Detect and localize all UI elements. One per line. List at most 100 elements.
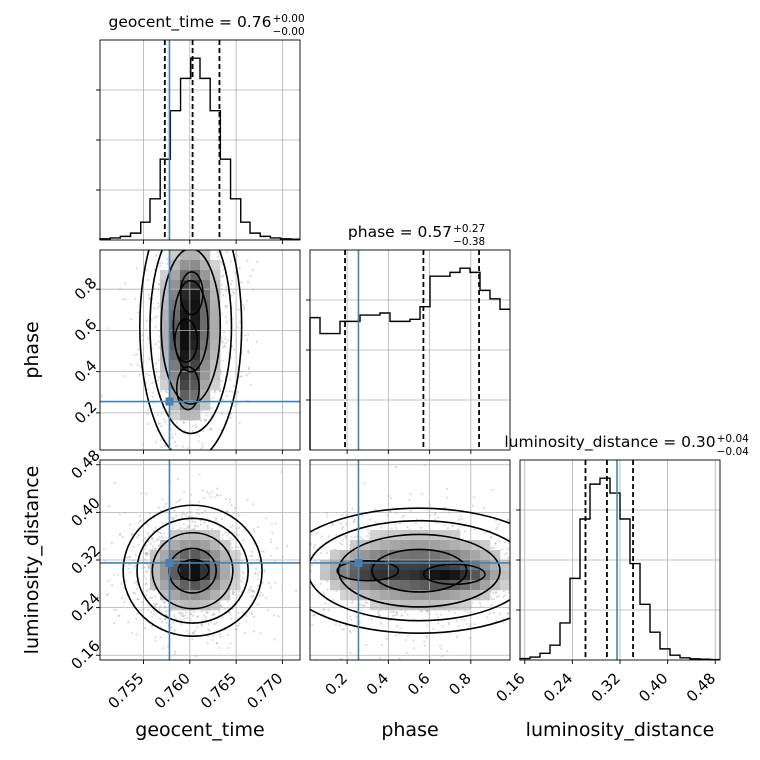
- sample-point: [224, 531, 227, 534]
- density-bin: [180, 390, 191, 401]
- density-bin: [400, 600, 411, 611]
- sample-point: [247, 366, 250, 369]
- sample-point: [183, 244, 185, 246]
- sample-point: [479, 602, 482, 605]
- sample-point: [538, 563, 540, 565]
- sample-point: [262, 617, 264, 619]
- density-bin: [190, 290, 201, 301]
- density-bin: [220, 570, 231, 581]
- sample-point: [288, 525, 290, 527]
- sample-point: [206, 642, 209, 645]
- density-bin: [210, 360, 221, 371]
- sample-point: [193, 481, 195, 483]
- density-bin: [210, 370, 221, 381]
- density-bin: [190, 370, 201, 381]
- sample-point: [175, 515, 178, 518]
- sample-point: [531, 625, 533, 627]
- density-bin: [230, 550, 241, 561]
- sample-point: [549, 524, 551, 526]
- sample-point: [213, 194, 215, 196]
- sample-point: [146, 569, 149, 572]
- sample-point: [233, 507, 236, 510]
- sample-point: [319, 551, 322, 555]
- sample-point: [151, 381, 154, 385]
- sample-point: [269, 541, 272, 544]
- density-bin: [410, 570, 421, 581]
- sample-point: [146, 523, 149, 526]
- sample-point: [322, 608, 325, 611]
- sample-point: [156, 306, 159, 309]
- sample-point: [216, 493, 219, 496]
- sample-point: [176, 421, 179, 424]
- contour-level: [149, 250, 233, 435]
- sample-point: [160, 203, 162, 205]
- density-bin: [190, 310, 201, 321]
- sample-point: [182, 523, 185, 526]
- sample-point: [157, 282, 160, 285]
- sample-point: [272, 614, 276, 617]
- sample-point: [195, 242, 197, 244]
- contours-phase-luminosity_distance: [310, 507, 510, 634]
- sample-point: [153, 605, 156, 608]
- x-tick-label-luminosity_distance: 0.16: [492, 669, 528, 705]
- density-bin: [170, 560, 181, 571]
- sample-point: [395, 614, 398, 617]
- sample-point: [121, 536, 124, 539]
- density-bin: [200, 540, 211, 551]
- sample-point: [159, 262, 162, 265]
- sample-point: [232, 207, 234, 209]
- sample-point: [158, 531, 161, 534]
- contour-level: [310, 519, 510, 622]
- sample-point: [243, 529, 246, 532]
- density-bin: [210, 260, 221, 271]
- sample-point: [232, 590, 235, 594]
- sample-point: [471, 504, 474, 507]
- sample-point: [537, 535, 539, 537]
- density-bin: [200, 580, 211, 591]
- sample-point: [445, 487, 448, 491]
- sample-point: [458, 518, 461, 521]
- density-bin: [450, 540, 461, 551]
- sample-point: [224, 498, 228, 501]
- sample-point: [144, 381, 147, 384]
- sample-point: [292, 590, 294, 592]
- sample-point: [433, 518, 437, 521]
- sample-point: [494, 591, 497, 595]
- sample-point: [197, 434, 200, 437]
- sample-point: [229, 526, 232, 529]
- density-bin: [330, 550, 341, 561]
- sample-point: [197, 440, 200, 443]
- contour-level: [151, 531, 234, 610]
- sample-point: [187, 526, 190, 529]
- sample-point: [219, 494, 222, 497]
- density-bin: [400, 570, 411, 581]
- sample-point: [209, 454, 211, 456]
- sample-point: [177, 477, 180, 480]
- density-bin: [180, 310, 191, 321]
- sample-point: [261, 581, 264, 584]
- sample-point: [164, 536, 167, 539]
- sample-point: [271, 531, 274, 534]
- sample-point: [533, 594, 535, 596]
- title-sup: +0.00: [272, 13, 304, 25]
- sample-point: [516, 597, 518, 599]
- sample-point: [498, 540, 501, 543]
- density-bin: [350, 590, 361, 601]
- sample-point: [147, 549, 151, 552]
- density-bin: [190, 280, 201, 291]
- sample-point: [352, 628, 355, 632]
- density-phase-luminosity_distance: [262, 463, 551, 660]
- sample-point: [266, 553, 268, 555]
- sample-point: [102, 547, 105, 550]
- sample-point: [179, 195, 181, 197]
- sample-point: [154, 635, 157, 639]
- sample-point: [479, 604, 482, 608]
- sample-point: [225, 321, 228, 324]
- density-bin: [160, 580, 171, 591]
- sample-point: [198, 500, 201, 503]
- density-bin: [440, 550, 451, 561]
- sample-point: [112, 573, 115, 576]
- sample-point: [208, 629, 211, 632]
- sample-point: [206, 527, 209, 530]
- sample-point: [201, 489, 204, 492]
